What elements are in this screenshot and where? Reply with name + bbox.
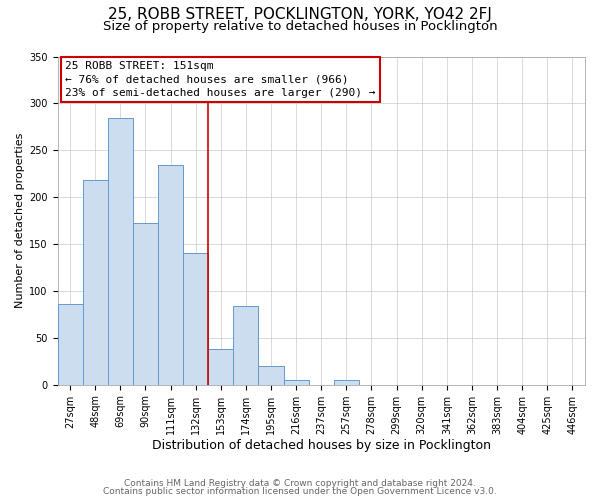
Text: 25, ROBB STREET, POCKLINGTON, YORK, YO42 2FJ: 25, ROBB STREET, POCKLINGTON, YORK, YO42… xyxy=(108,8,492,22)
Bar xyxy=(208,349,233,384)
Bar xyxy=(259,366,284,384)
Text: Contains HM Land Registry data © Crown copyright and database right 2024.: Contains HM Land Registry data © Crown c… xyxy=(124,478,476,488)
Bar xyxy=(183,254,208,384)
Bar xyxy=(158,166,183,384)
Bar xyxy=(83,180,108,384)
X-axis label: Distribution of detached houses by size in Pocklington: Distribution of detached houses by size … xyxy=(152,440,491,452)
Bar xyxy=(233,306,259,384)
Bar xyxy=(108,118,133,384)
Bar xyxy=(284,380,308,384)
Y-axis label: Number of detached properties: Number of detached properties xyxy=(15,133,25,308)
Bar xyxy=(133,224,158,384)
Text: Contains public sector information licensed under the Open Government Licence v3: Contains public sector information licen… xyxy=(103,487,497,496)
Text: 25 ROBB STREET: 151sqm
← 76% of detached houses are smaller (966)
23% of semi-de: 25 ROBB STREET: 151sqm ← 76% of detached… xyxy=(65,62,376,98)
Text: Size of property relative to detached houses in Pocklington: Size of property relative to detached ho… xyxy=(103,20,497,33)
Bar xyxy=(334,380,359,384)
Bar xyxy=(58,304,83,384)
